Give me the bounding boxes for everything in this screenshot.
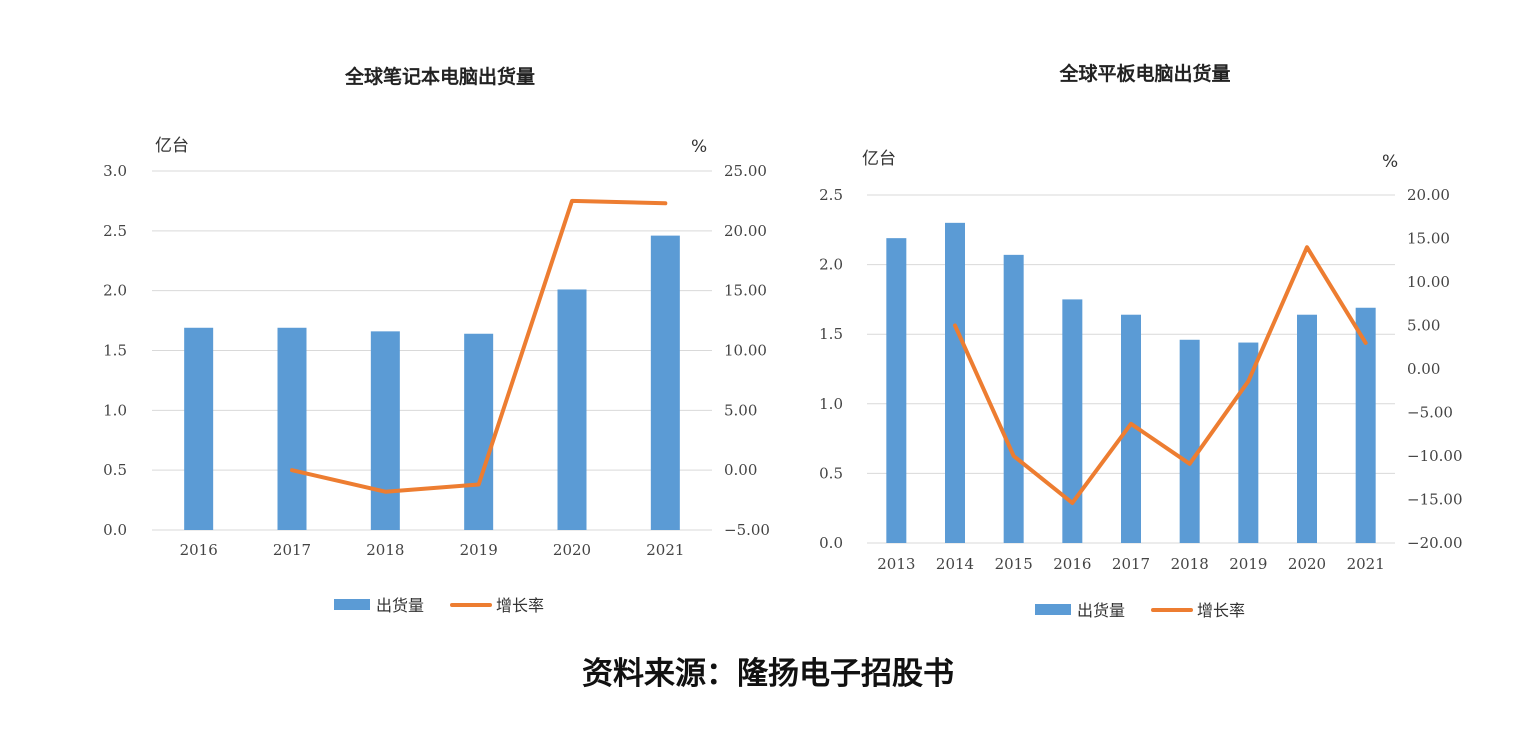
x-tick-label: 2019: [1229, 555, 1267, 573]
x-tick-label: 2014: [936, 555, 974, 573]
growth-rate-point: [383, 490, 387, 494]
x-tick-label: 2017: [1112, 555, 1150, 573]
x-tick-label: 2021: [1347, 555, 1385, 573]
growth-rate-point: [663, 201, 667, 205]
right-axis-unit: %: [1382, 152, 1398, 172]
right-tick-label: 15.00: [1407, 230, 1450, 248]
chart-title: 全球笔记本电脑出货量: [344, 65, 535, 88]
right-tick-label: 0.00: [724, 461, 757, 479]
right-tick-label: 10.00: [1407, 273, 1450, 291]
growth-rate-point: [953, 324, 957, 327]
left-axis-unit: 亿台: [155, 136, 189, 156]
legend-label-growth: 增长率: [496, 596, 544, 615]
x-tick-label: 2013: [877, 555, 915, 573]
growth-rate-point: [1305, 245, 1309, 249]
bar-2019: [1238, 342, 1259, 543]
left-tick-label: 0.0: [819, 534, 843, 552]
x-tick-label: 2016: [1053, 555, 1091, 573]
legend-label-growth: 增长率: [1197, 601, 1245, 620]
right-tick-label: 0.00: [1407, 360, 1440, 378]
left-tick-label: 2.0: [819, 256, 843, 274]
source-caption: 资料来源：隆扬电子招股书: [582, 656, 954, 692]
chart-title: 全球平板电脑出货量: [1058, 62, 1230, 85]
left-tick-label: 1.0: [819, 395, 843, 413]
left-tick-label: 1.0: [103, 401, 127, 419]
right-tick-label: −5.00: [1407, 404, 1453, 422]
left-tick-label: 0.5: [819, 464, 843, 482]
growth-rate-point: [1364, 341, 1368, 345]
growth-rate-point: [1012, 454, 1016, 458]
legend-swatch-bar: [334, 599, 370, 610]
bar-2021: [650, 235, 680, 530]
bar-2016: [1062, 299, 1083, 543]
x-tick-label: 2016: [180, 541, 218, 559]
right-axis-unit: %: [691, 137, 707, 157]
legend-label-shipment: 出货量: [376, 596, 424, 615]
x-tick-label: 2018: [366, 541, 404, 559]
growth-rate-point: [477, 483, 481, 487]
right-tick-label: 20.00: [724, 222, 767, 240]
x-tick-label: 2020: [553, 541, 591, 559]
bar-2013: [886, 238, 907, 544]
growth-rate-point: [1129, 422, 1133, 426]
bar-2014: [945, 222, 965, 543]
bar-2020: [557, 289, 587, 530]
bar-2021: [1355, 307, 1376, 543]
growth-rate-point: [1246, 379, 1250, 383]
left-tick-label: 2.5: [819, 186, 843, 204]
right-tick-label: 20.00: [1407, 186, 1450, 204]
right-tick-label: 25.00: [724, 162, 767, 180]
x-tick-label: 2018: [1171, 555, 1209, 573]
growth-rate-line: [953, 245, 1368, 505]
right-tick-label: −10.00: [1407, 447, 1463, 465]
x-tick-label: 2021: [646, 541, 684, 559]
bar-2018: [370, 331, 400, 530]
bar-2017: [1121, 314, 1141, 543]
right-tick-label: −15.00: [1407, 491, 1463, 509]
growth-rate-point: [290, 468, 294, 472]
bar-2015: [1003, 254, 1024, 543]
right-tick-label: −20.00: [1407, 534, 1463, 552]
right-tick-label: 10.00: [724, 342, 767, 360]
bar-2018: [1179, 339, 1200, 543]
left-tick-label: 2.5: [103, 222, 127, 240]
left-tick-label: 1.5: [103, 342, 127, 360]
x-tick-label: 2019: [460, 541, 498, 559]
growth-rate-point: [570, 199, 574, 203]
legend-label-shipment: 出货量: [1077, 601, 1125, 620]
left-tick-label: 0.5: [103, 461, 127, 479]
growth-rate-point: [1188, 462, 1192, 466]
x-tick-label: 2020: [1288, 555, 1326, 573]
left-tick-label: 2.0: [103, 282, 127, 300]
right-tick-label: 5.00: [1407, 317, 1440, 335]
bar-2019: [464, 333, 494, 530]
left-axis-unit: 亿台: [862, 149, 896, 169]
x-tick-label: 2017: [273, 541, 311, 559]
bar-2020: [1297, 314, 1317, 543]
right-tick-label: 5.00: [724, 401, 757, 419]
right-tick-label: −5.00: [724, 521, 770, 539]
bar-2017: [277, 327, 307, 530]
left-tick-label: 3.0: [103, 162, 127, 180]
right-tick-label: 15.00: [724, 282, 767, 300]
growth-rate-point: [1070, 501, 1074, 505]
left-tick-label: 0.0: [103, 521, 127, 539]
bar-2016: [184, 327, 214, 530]
legend-swatch-bar: [1035, 604, 1071, 615]
left-tick-label: 1.5: [819, 325, 843, 343]
x-tick-label: 2015: [995, 555, 1033, 573]
